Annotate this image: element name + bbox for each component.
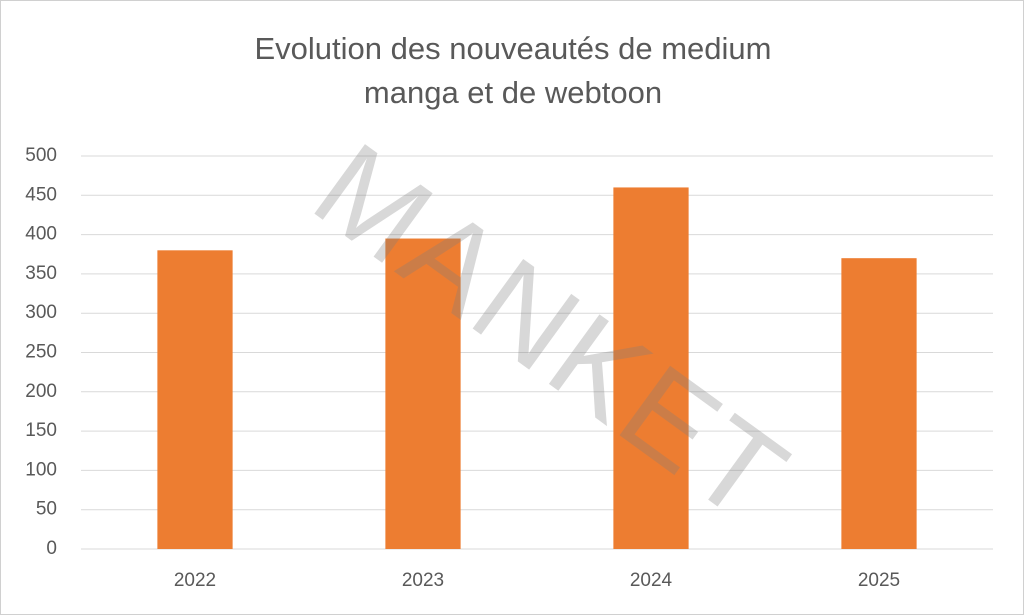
- y-tick-label: 50: [36, 499, 57, 520]
- y-tick-label: 300: [25, 302, 57, 323]
- y-tick-label: 450: [25, 184, 57, 205]
- x-tick-label: 2022: [174, 570, 216, 591]
- y-tick-label: 500: [25, 145, 57, 166]
- y-tick-label: 350: [25, 263, 57, 284]
- bar: [157, 250, 233, 549]
- chart-title: Evolution des nouveautés de medium manga…: [254, 31, 772, 110]
- watermark: MANKET: [290, 117, 813, 550]
- x-tick-label: 2024: [630, 570, 673, 591]
- y-tick-label: 200: [25, 381, 57, 402]
- x-tick-label: 2023: [402, 570, 444, 591]
- bar: [841, 258, 917, 549]
- y-tick-label: 0: [46, 538, 57, 559]
- y-tick-label: 250: [25, 342, 57, 363]
- bar: [613, 187, 689, 549]
- y-tick-label: 150: [25, 420, 57, 441]
- bar: [385, 238, 461, 549]
- y-tick-label: 100: [25, 459, 57, 480]
- y-tick-label: 400: [25, 224, 57, 245]
- x-tick-label: 2025: [858, 570, 900, 591]
